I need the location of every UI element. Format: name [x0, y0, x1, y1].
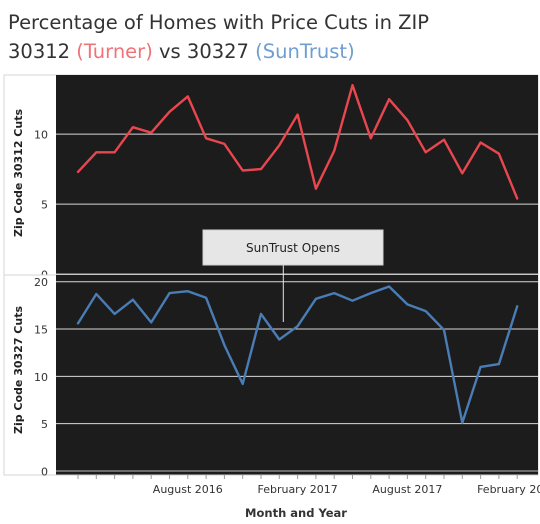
- data-point-top-3: [132, 126, 134, 129]
- data-point-top-11: [278, 144, 281, 147]
- chart-title-line-2: 30312 (Turner) vs 30327 (SunTrust): [8, 37, 538, 66]
- bottom-panel-plot-area: [56, 275, 538, 475]
- data-point-top-24: [516, 197, 519, 200]
- data-point-bottom-2: [113, 313, 116, 315]
- data-point-top-14: [333, 150, 336, 152]
- data-point-bottom-1: [95, 293, 98, 295]
- data-point-top-13: [315, 187, 317, 190]
- x-tick-label-3: February 2018: [477, 483, 540, 496]
- data-point-bottom-20: [443, 329, 445, 331]
- chart-title: Percentage of Homes with Price Cuts in Z…: [8, 8, 538, 66]
- bottom-panel-y-axis-label: Zip Code 30327 Cuts: [12, 306, 25, 435]
- y-tick-top-10: 10: [34, 129, 48, 142]
- data-point-bottom-16: [369, 292, 372, 294]
- top-panel-gridlines: [56, 133, 538, 275]
- data-point-bottom-21: [461, 421, 464, 424]
- bottom-panel-y-ticks: 0 5 10 15 20: [34, 276, 48, 478]
- data-point-top-21: [461, 172, 464, 175]
- title-suntrust-label: (SunTrust): [255, 40, 355, 63]
- data-point-top-9: [241, 169, 244, 172]
- data-point-bottom-5: [168, 292, 171, 294]
- data-point-bottom-22: [479, 366, 482, 368]
- data-point-top-18: [406, 119, 409, 122]
- data-point-bottom-13: [315, 297, 317, 300]
- y-tick-bottom-15: 15: [34, 324, 48, 337]
- data-point-bottom-14: [333, 292, 336, 294]
- data-point-top-10: [260, 168, 262, 171]
- data-point-top-20: [443, 138, 445, 141]
- data-point-bottom-17: [388, 285, 390, 288]
- annotation-text: SunTrust Opens: [246, 241, 340, 255]
- data-point-bottom-9: [241, 383, 244, 385]
- annotation-box: [202, 229, 384, 266]
- data-point-bottom-7: [205, 296, 208, 299]
- data-point-bottom-23: [498, 363, 500, 365]
- data-point-bottom-11: [278, 338, 281, 341]
- chart-title-line-1: Percentage of Homes with Price Cuts in Z…: [8, 11, 429, 34]
- bottom-panel-series: [76, 285, 519, 424]
- data-point-top-17: [388, 98, 390, 101]
- data-point-top-6: [186, 95, 189, 98]
- suntrust-opens-annotation: SunTrust Opens: [202, 229, 384, 322]
- y-tick-bottom-10: 10: [34, 371, 48, 384]
- data-point-bottom-12: [296, 325, 299, 328]
- bottom-panel-gridlines: [56, 281, 538, 472]
- data-point-top-15: [351, 84, 354, 87]
- data-point-top-0: [77, 171, 79, 173]
- data-point-bottom-24: [516, 305, 519, 308]
- data-point-bottom-15: [351, 299, 354, 302]
- x-tick-label-1: February 2017: [257, 483, 337, 496]
- data-point-bottom-3: [132, 298, 134, 301]
- y-tick-bottom-0: 0: [41, 466, 48, 479]
- data-point-bottom-0: [77, 322, 79, 325]
- data-point-bottom-18: [406, 303, 409, 306]
- title-vs-30327: vs 30327: [152, 40, 256, 63]
- y-tick-bottom-5: 5: [41, 418, 48, 431]
- data-point-top-5: [168, 110, 171, 113]
- data-point-bottom-10: [260, 313, 262, 315]
- data-point-top-4: [150, 131, 153, 134]
- data-point-top-23: [498, 152, 500, 155]
- y-tick-top-5: 5: [41, 199, 48, 212]
- data-point-bottom-4: [150, 321, 153, 324]
- data-point-bottom-19: [424, 310, 427, 312]
- x-tick-label-0: August 2016: [153, 483, 223, 496]
- data-point-top-12: [296, 113, 299, 116]
- top-panel-series: [76, 83, 519, 200]
- y-tick-bottom-20: 20: [34, 276, 48, 289]
- top-panel-y-axis-label: Zip Code 30312 Cuts: [12, 109, 25, 238]
- data-point-top-19: [424, 151, 427, 154]
- x-tick-label-2: August 2017: [372, 483, 442, 496]
- data-point-top-1: [95, 151, 98, 154]
- x-axis-label: Month and Year: [245, 506, 347, 520]
- data-point-bottom-8: [223, 344, 226, 347]
- data-point-top-8: [223, 143, 226, 145]
- title-zip-30312: 30312: [8, 40, 77, 63]
- data-point-top-7: [205, 137, 208, 140]
- data-point-top-2: [113, 151, 116, 154]
- data-point-top-22: [479, 141, 482, 144]
- data-point-top-16: [369, 137, 372, 140]
- data-point-bottom-6: [186, 290, 189, 293]
- title-turner-label: (Turner): [76, 40, 153, 63]
- x-axis: August 2016 February 2017 August 2017 Febru…: [56, 474, 540, 496]
